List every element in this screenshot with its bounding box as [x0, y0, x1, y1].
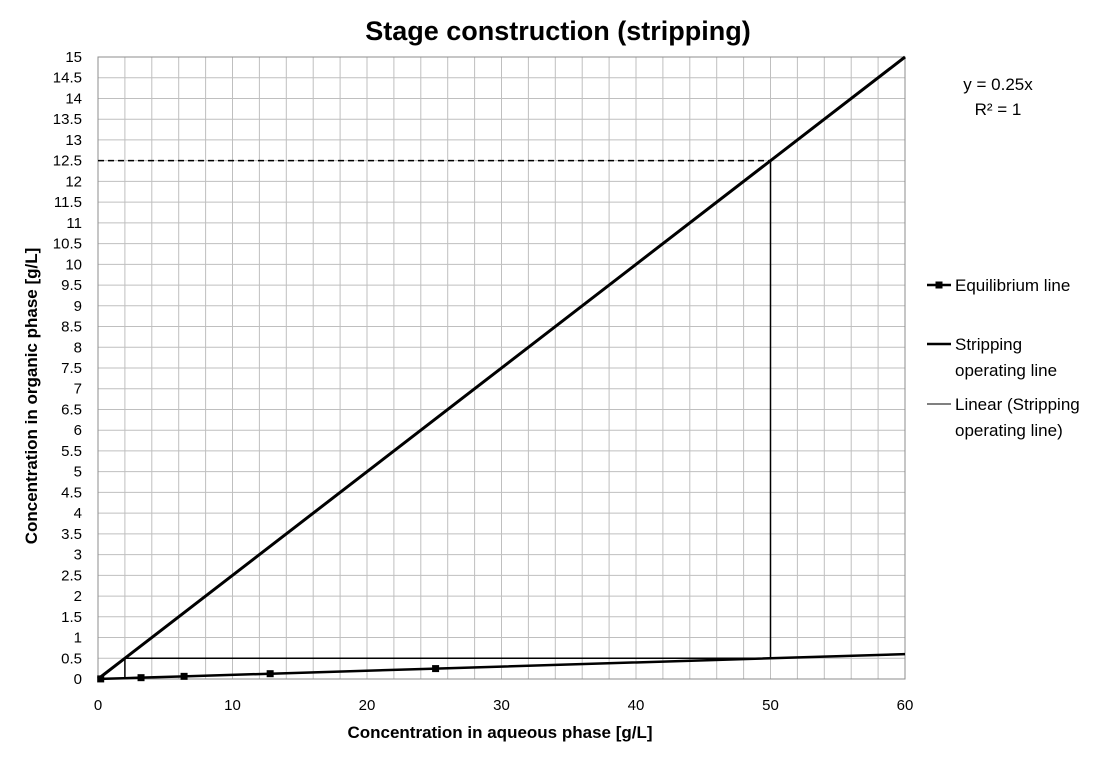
legend-marker-equilibrium [935, 281, 943, 289]
y-tick-label: 14.5 [53, 70, 82, 87]
y-tick-label: 4.5 [61, 484, 82, 501]
y-tick-label: 0 [74, 671, 82, 688]
y-tick-label: 6.5 [61, 401, 82, 418]
y-tick-label: 0.5 [61, 650, 82, 667]
y-tick-label: 6 [74, 422, 82, 439]
y-tick-label: 14 [65, 90, 82, 107]
y-tick-label: 3.5 [61, 526, 82, 543]
y-tick-label: 11.5 [54, 194, 82, 211]
y-tick-label: 1 [74, 630, 82, 647]
x-tick-label: 10 [224, 697, 241, 714]
linear-trendline [97, 56, 906, 680]
equilibrium-point [97, 675, 105, 683]
y-tick-label: 1.5 [61, 609, 82, 626]
y-tick-label: 2 [74, 588, 82, 605]
y-tick-label: 10.5 [53, 236, 82, 253]
legend: Equilibrium line Stripping operating lin… [927, 276, 1084, 440]
y-tick-label: 15 [65, 49, 82, 66]
tick-labels: 0 10 20 30 40 50 6000.511.522.533.544.555.566.… [53, 49, 914, 714]
x-tick-label: 50 [762, 697, 779, 714]
x-axis-title: Concentration in aqueous phase [g/L] [347, 723, 652, 742]
legend-label-linear: Linear (Stripping operating line) [955, 395, 1084, 440]
y-tick-label: 7.5 [61, 360, 82, 377]
y-tick-label: 12.5 [53, 153, 82, 170]
plot-frame [97, 56, 906, 680]
y-tick-label: 5.5 [61, 443, 82, 460]
y-tick-label: 5 [74, 464, 82, 481]
y-axis-title: Concentration in organic phase [g/L] [22, 248, 41, 545]
equilibrium-point [266, 670, 274, 678]
trendline-equation: y = 0.25x [963, 75, 1033, 94]
x-tick-label: 60 [897, 697, 914, 714]
legend-label-stripping: Stripping operating line [955, 335, 1057, 380]
chart-title: Stage construction (stripping) [365, 16, 751, 46]
y-tick-label: 7 [74, 381, 82, 398]
x-tick-label: 40 [628, 697, 645, 714]
y-tick-label: 9.5 [61, 277, 82, 294]
y-tick-label: 13 [65, 132, 82, 149]
legend-label-equilibrium: Equilibrium line [955, 276, 1070, 295]
y-tick-label: 3 [74, 547, 82, 564]
y-tick-label: 4 [74, 505, 82, 522]
x-tick-label: 0 [94, 697, 102, 714]
y-tick-label: 9 [74, 298, 82, 315]
y-tick-label: 8.5 [61, 319, 82, 336]
equilibrium-point [432, 665, 440, 673]
plot-area [97, 55, 906, 683]
equilibrium-line [100, 652, 906, 681]
trendline-r2: R² = 1 [975, 100, 1022, 119]
equilibrium-point [180, 672, 188, 680]
x-tick-label: 30 [493, 697, 510, 714]
y-tick-label: 13.5 [53, 111, 82, 128]
equilibrium-point [137, 674, 145, 682]
y-tick-label: 2.5 [61, 567, 82, 584]
y-tick-label: 10 [65, 256, 82, 273]
y-tick-label: 12 [65, 173, 82, 190]
x-tick-label: 20 [359, 697, 376, 714]
y-tick-label: 8 [74, 339, 82, 356]
y-tick-label: 11 [66, 215, 82, 232]
